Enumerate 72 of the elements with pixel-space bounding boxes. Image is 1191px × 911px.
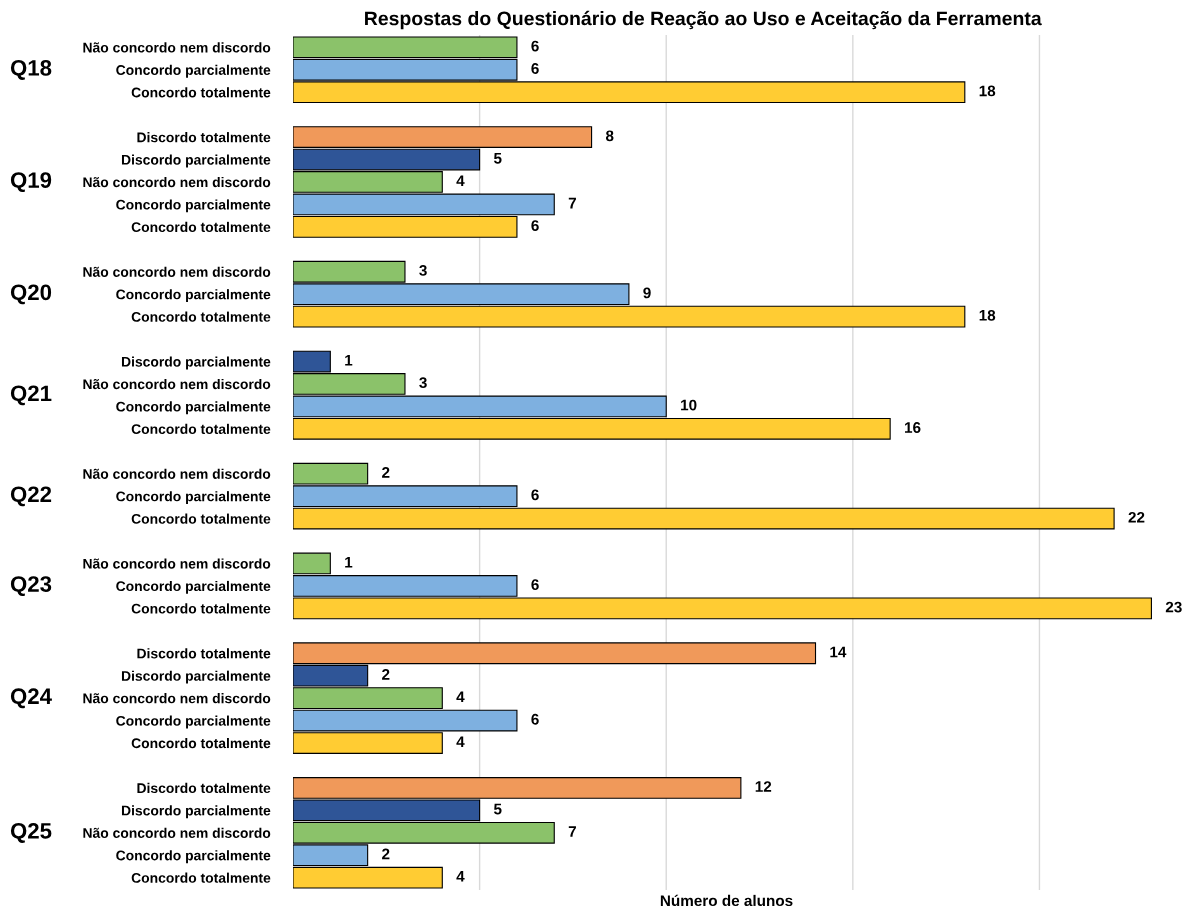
data-label: 6	[531, 579, 539, 591]
y-tick-label: Não concordo nem discordo	[83, 266, 271, 277]
data-label: 6	[531, 489, 539, 501]
data-label: 7	[568, 197, 576, 209]
y-tick-label: Concordo parcialmente	[116, 715, 271, 729]
y-tick-label: Concordo totalmente	[131, 311, 271, 322]
y-tick-label: Concordo parcialmente	[116, 850, 271, 864]
y-tick-label: Concordo parcialmente	[116, 199, 271, 213]
data-label: 23	[1165, 601, 1182, 613]
data-label: 4	[456, 175, 465, 186]
y-tick-label: Não concordo nem discordo	[83, 693, 271, 704]
y-tick-label: Discordo totalmente	[137, 648, 271, 659]
y-tick-label: Concordo totalmente	[131, 603, 271, 614]
y-tick-label: Não concordo nem discordo	[83, 468, 271, 479]
y-tick-label: Concordo totalmente	[131, 221, 271, 233]
y-tick-label: Discordo parcialmente	[121, 154, 271, 168]
y-tick-label: Discordo parcialmente	[121, 805, 271, 819]
text: Q20	[10, 284, 52, 305]
y-tick-label: Discordo totalmente	[137, 132, 271, 143]
y-tick-label: Não concordo nem discordo	[83, 176, 271, 188]
data-label: 5	[493, 152, 502, 164]
data-label: 4	[456, 736, 465, 747]
data-label: 3	[419, 377, 427, 389]
data-label: 4	[456, 871, 465, 882]
y-tick-label: Concordo totalmente	[131, 87, 271, 98]
y-tick-label: Não concordo nem discordo	[83, 827, 271, 838]
data-label: 22	[1128, 511, 1145, 523]
data-label: 6	[531, 63, 539, 74]
y-tick-label: Concordo parcialmente	[116, 289, 271, 303]
y-tick-label: Concordo parcialmente	[116, 580, 271, 594]
y-tick-label: Não concordo nem discordo	[83, 558, 271, 569]
y-tick-label: Não concordo nem discordo	[83, 378, 271, 390]
y-tick-label: Concordo totalmente	[131, 513, 271, 524]
text: Q18	[10, 60, 52, 80]
data-label: 10	[681, 399, 697, 411]
y-tick-label: Concordo parcialmente	[116, 491, 271, 505]
data-label: 9	[643, 287, 651, 299]
text: Q22	[10, 486, 52, 507]
y-tick-label: Discordo totalmente	[137, 782, 271, 794]
y-tick-label: Discordo parcialmente	[121, 670, 271, 684]
y-tick-label: Concordo parcialmente	[116, 401, 271, 415]
text: Q21	[10, 385, 52, 406]
data-label: 2	[382, 848, 390, 860]
chart-title: Respostas do Questionário de Reação ao Uso e Aceitação da Ferramenta	[365, 10, 1042, 30]
data-label: 6	[531, 220, 539, 231]
data-label: 6	[531, 40, 539, 52]
text: Q25	[10, 823, 52, 843]
y-tick-label: Não concordo nem discordo	[83, 42, 271, 53]
data-label: 8	[605, 130, 614, 142]
data-label: 12	[755, 781, 772, 792]
text: Q19	[10, 172, 52, 193]
data-label: 2	[382, 668, 390, 680]
x-axis-title: Número de alunos	[660, 894, 793, 907]
y-tick-label: Concordo totalmente	[131, 423, 271, 435]
data-label: 1	[345, 354, 353, 366]
data-label: 18	[979, 309, 996, 321]
data-label: 2	[382, 467, 390, 478]
data-label: 6	[531, 713, 539, 725]
y-tick-label: Concordo totalmente	[131, 737, 271, 749]
data-label: 7	[568, 826, 576, 837]
data-label: 1	[345, 556, 353, 568]
text: Q23	[10, 576, 52, 597]
data-label: 3	[419, 265, 427, 276]
y-tick-label: Concordo parcialmente	[116, 64, 271, 78]
y-tick-label: Concordo totalmente	[131, 872, 271, 883]
data-label: 16	[905, 422, 921, 433]
data-label: 18	[979, 85, 996, 97]
y-tick-label: Discordo parcialmente	[121, 356, 271, 370]
data-label: 4	[456, 691, 465, 703]
text: Q24	[10, 688, 52, 709]
data-label: 14	[830, 646, 847, 658]
data-label: 5	[493, 803, 502, 815]
